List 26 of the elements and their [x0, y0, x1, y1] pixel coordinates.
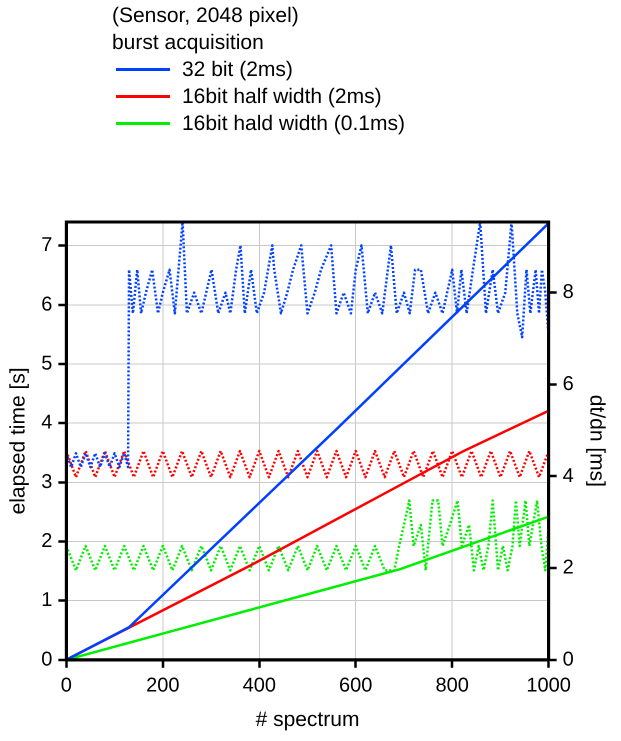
y-tick-label: 3 — [41, 470, 52, 493]
y-tick-label: 2 — [41, 530, 52, 552]
x-tick-label: 800 — [436, 674, 469, 696]
y-tick-label: 5 — [41, 352, 52, 375]
y-tick-label: 4 — [41, 412, 52, 434]
legend-label: 32 bit (2ms) — [182, 57, 293, 83]
y2-tick-label: 8 — [562, 281, 574, 304]
legend-label: 16bit half width (2ms) — [182, 84, 382, 110]
legend-label: 16bit hald width (0.1ms) — [182, 111, 405, 137]
x-tick-label: 400 — [242, 674, 276, 696]
y-tick-label: 0 — [41, 648, 52, 670]
x-tick-label: 600 — [339, 674, 372, 696]
y-tick-label: 7 — [41, 234, 52, 256]
x-tick-label: 200 — [146, 674, 180, 696]
x-axis-title: # spectrum — [256, 708, 360, 732]
y-tick-label: 1 — [41, 589, 52, 612]
legend-title: (Sensor, 2048 pixel) burst acquisition — [112, 3, 300, 56]
y2-tick-label: 2 — [562, 556, 574, 579]
y-tick-label: 6 — [41, 293, 52, 316]
y2-tick-label: 6 — [562, 372, 574, 395]
y2-tick-label: 4 — [562, 464, 574, 487]
y-axis-title: elapsed time [s] — [6, 367, 30, 514]
y2-axis-title: dt/dn [ms] — [586, 394, 609, 487]
y2-tick-label: 0 — [562, 648, 574, 670]
x-tick-label: 0 — [60, 674, 72, 696]
x-tick-label: 1000 — [526, 674, 571, 696]
